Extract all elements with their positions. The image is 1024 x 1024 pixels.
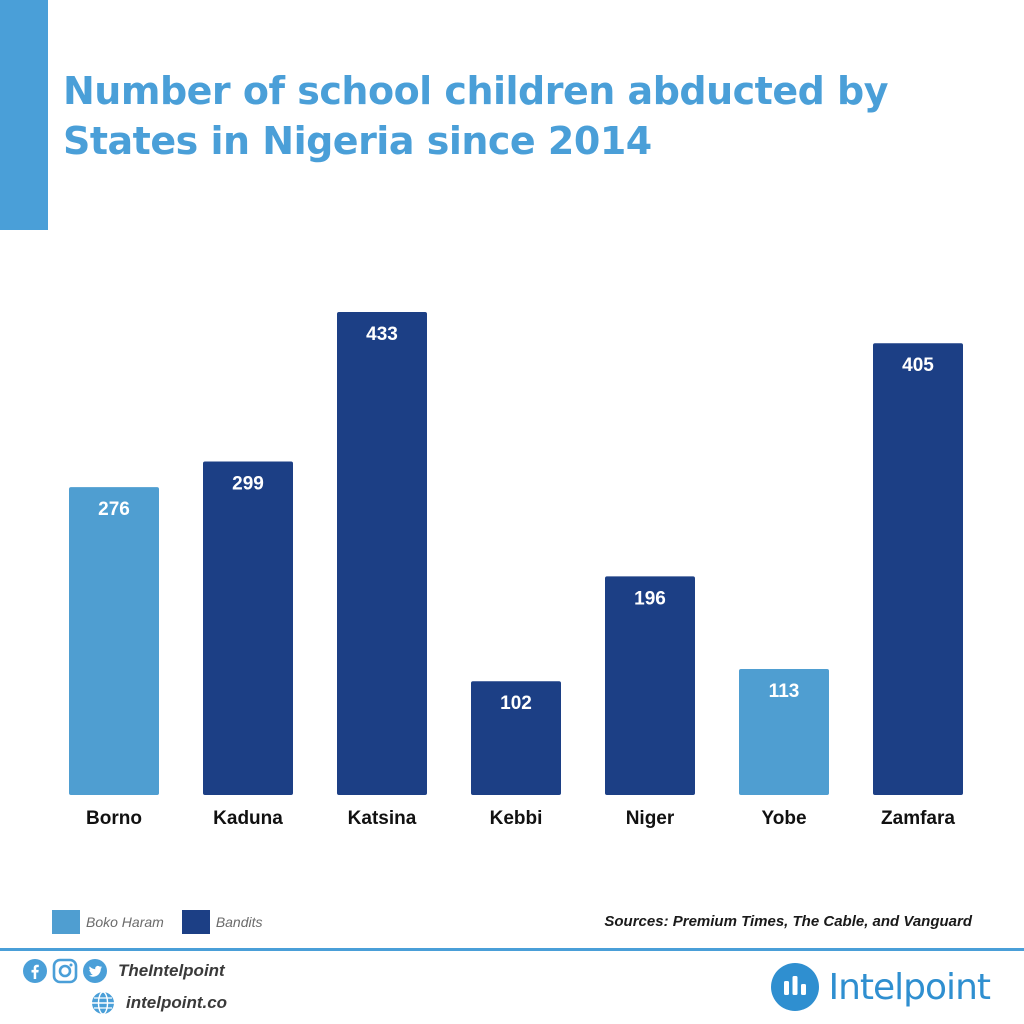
instagram-icon[interactable] (52, 958, 78, 984)
bar-katsina (337, 312, 427, 795)
legend-label-bandits: Bandits (215, 914, 263, 930)
social-links: TheIntelpoint (22, 958, 225, 984)
category-label-yobe: Yobe (761, 808, 806, 829)
globe-icon (92, 991, 114, 1015)
bar-yobe (739, 668, 829, 795)
data-label-zamfara: 405 (902, 355, 934, 376)
legend: Boko Haram Bandits (52, 910, 281, 934)
data-label-katsina: 433 (366, 324, 398, 345)
twitter-icon[interactable] (82, 958, 108, 984)
data-label-kaduna: 299 (232, 473, 264, 494)
data-label-yobe: 113 (769, 681, 800, 702)
social-handle[interactable]: TheIntelpoint (118, 961, 225, 980)
category-label-borno: Borno (86, 808, 142, 829)
category-label-katsina: Katsina (348, 808, 417, 829)
accent-bar (0, 0, 48, 230)
website-link[interactable]: intelpoint.co (90, 990, 227, 1016)
legend-swatch-bandits (181, 910, 210, 934)
category-label-kaduna: Kaduna (213, 808, 283, 829)
bar-borno (69, 487, 159, 795)
bar-niger (605, 576, 695, 795)
data-label-borno: 276 (98, 499, 130, 520)
legend-item-boko-haram: Boko Haram (52, 910, 164, 934)
category-label-niger: Niger (626, 808, 675, 829)
data-label-kebbi: 102 (500, 693, 532, 714)
bar-kaduna (203, 461, 293, 795)
facebook-icon[interactable] (22, 958, 48, 984)
intelpoint-logo-icon (771, 963, 820, 1011)
legend-label-boko-haram: Boko Haram (86, 914, 164, 930)
category-label-zamfara: Zamfara (881, 808, 955, 829)
bar-kebbi (471, 681, 561, 795)
website-url[interactable]: intelpoint.co (126, 993, 228, 1012)
chart-title: Number of school children abducted by St… (63, 66, 963, 166)
chart-title-line-1: Number of school children abducted by (63, 69, 889, 113)
category-label-kebbi: Kebbi (490, 808, 543, 829)
bar-zamfara (873, 343, 963, 795)
chart-title-line-2: States in Nigeria since 2014 (63, 119, 652, 163)
sources-note: Sources: Premium Times, The Cable, and V… (604, 913, 972, 930)
data-label-niger: 196 (634, 588, 666, 609)
legend-item-bandits: Bandits (181, 910, 263, 934)
brand-name: Intelpoint (828, 966, 991, 1008)
legend-swatch-boko-haram (52, 910, 80, 934)
footer-divider (0, 948, 1024, 951)
bar-chart: 276 Borno 299 Kaduna 433 Katsina 102 Kebbi 196 Ni… (69, 312, 963, 829)
brand-logo: Intelpoint (770, 962, 991, 1012)
